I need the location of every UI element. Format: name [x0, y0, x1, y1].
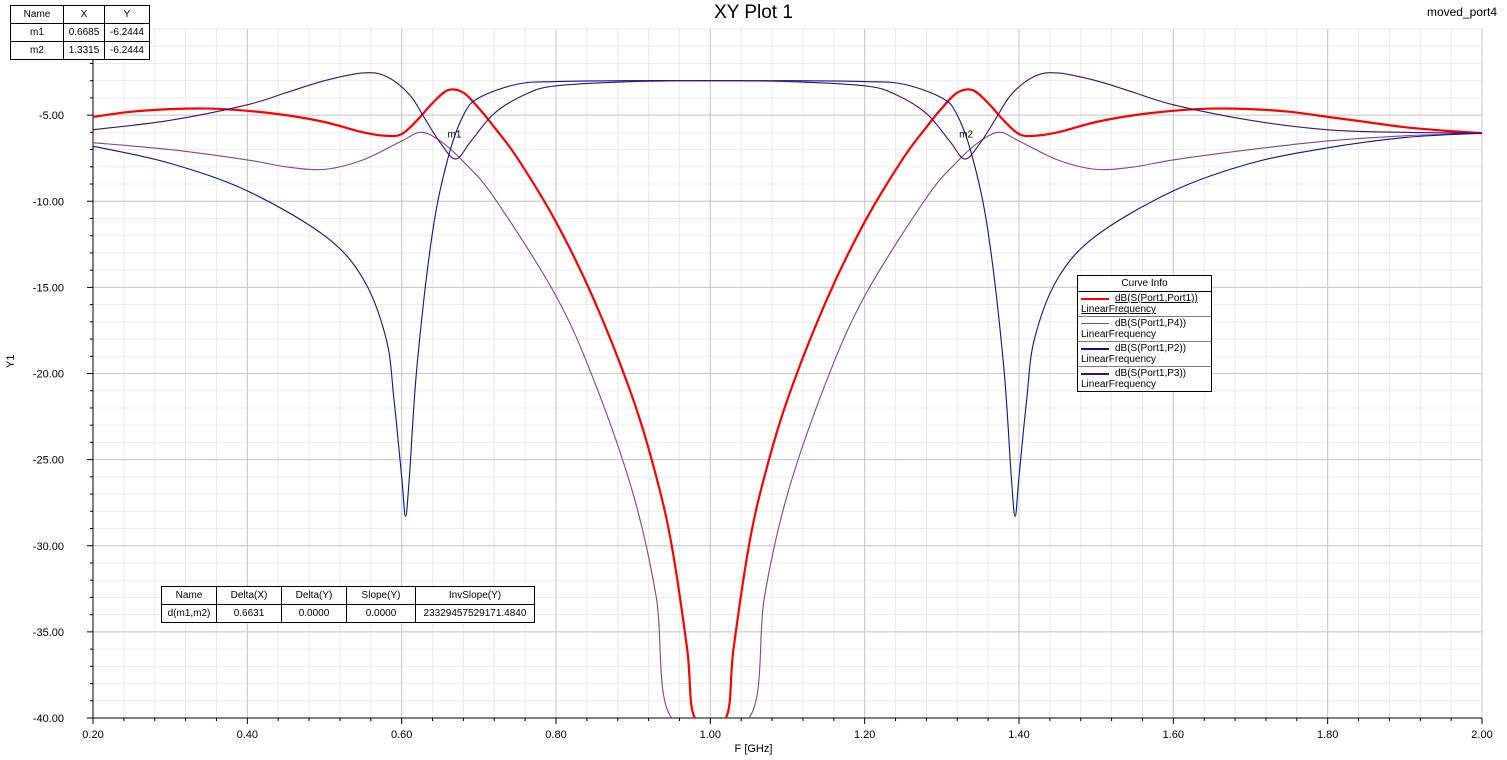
delta-x: 0.6631: [216, 604, 282, 623]
marker-name: m2: [10, 41, 64, 60]
legend-swatch: [1081, 323, 1109, 324]
plot-title: XY Plot 1: [714, 2, 793, 23]
marker-y: -6.2444: [104, 41, 150, 60]
marker-table-header: Name X Y: [10, 5, 150, 24]
delta-marker-table[interactable]: Name Delta(X) Delta(Y) Slope(Y) InvSlope…: [161, 586, 535, 623]
marker-table[interactable]: Name X Y m1 0.6685 -6.2444 m2 1.3315 -6.…: [10, 5, 150, 60]
x-tick-label: 0.20: [82, 729, 103, 741]
y-tick-label: -15.00: [33, 282, 64, 294]
marker-y: -6.2444: [104, 23, 150, 42]
x-tick-label: 1.00: [700, 729, 721, 741]
header-invslope-y: InvSlope(Y): [415, 586, 535, 605]
slope-y: 0.0000: [346, 604, 416, 623]
table-row[interactable]: m2 1.3315 -6.2444: [10, 41, 150, 60]
legend-series-name: dB(S(Port1,P2)): [1115, 343, 1187, 354]
series-line-3: [93, 80, 1482, 518]
curve-info-legend[interactable]: Curve Info dB(S(Port1,Port1)) LinearFreq…: [1077, 275, 1212, 392]
legend-series-name: dB(S(Port1,Port1)): [1115, 293, 1198, 304]
y-tick-label: -40.00: [33, 713, 64, 725]
invslope-y: 23329457529171.4840: [415, 604, 535, 623]
x-tick-label: 1.80: [1317, 729, 1338, 741]
x-tick-label: 0.80: [545, 729, 566, 741]
table-row[interactable]: m1 0.6685 -6.2444: [10, 23, 150, 42]
delta-table-header: Name Delta(X) Delta(Y) Slope(Y) InvSlope…: [161, 586, 535, 605]
header-delta-x: Delta(X): [216, 586, 282, 605]
project-name: moved_port4: [1426, 5, 1497, 19]
marker-label-m2: m2: [959, 130, 973, 141]
y-tick-label: -35.00: [33, 627, 64, 639]
y-tick-label: -30.00: [33, 541, 64, 553]
series-line-4: [93, 72, 1482, 160]
y-tick-label: -20.00: [33, 369, 64, 381]
y-tick-label: -25.00: [33, 455, 64, 467]
legend-item[interactable]: dB(S(Port1,P3)) LinearFrequency: [1078, 367, 1211, 391]
header-y: Y: [104, 5, 150, 24]
y-tick-label: -10.00: [33, 196, 64, 208]
marker-label-m1: m1: [448, 130, 462, 141]
marker-x: 1.3315: [63, 41, 105, 60]
series-line-1: [93, 88, 1482, 718]
x-tick-label: 1.20: [854, 729, 875, 741]
x-tick-label: 1.40: [1008, 729, 1029, 741]
legend-series-name: dB(S(Port1,P4)): [1115, 318, 1187, 329]
series-line-2: [93, 131, 1482, 718]
legend-sweep: LinearFrequency: [1081, 354, 1157, 365]
legend-series-name: dB(S(Port1,P3)): [1115, 368, 1187, 379]
legend-title: Curve Info: [1078, 276, 1211, 292]
legend-sweep: LinearFrequency: [1081, 304, 1157, 315]
header-name: Name: [10, 5, 64, 24]
marker-name: m1: [10, 23, 64, 42]
curves: [93, 72, 1482, 718]
marker-x: 0.6685: [63, 23, 105, 42]
legend-item[interactable]: dB(S(Port1,P2)) LinearFrequency: [1078, 342, 1211, 367]
legend-sweep: LinearFrequency: [1081, 329, 1157, 340]
x-tick-label: 0.40: [237, 729, 258, 741]
x-tick-label: 1.60: [1163, 729, 1184, 741]
axes: 0.20 0.40 0.60 0.80 1.00 1.20 1.40 1.60 1.80 2.00…: [33, 28, 1493, 741]
x-tick-label: 2.00: [1471, 729, 1492, 741]
y-tick-label: -5.00: [39, 110, 64, 122]
header-x: X: [63, 5, 105, 24]
markers: m1 m2: [448, 130, 974, 141]
table-row[interactable]: d(m1,m2) 0.6631 0.0000 0.0000 2332945752…: [161, 604, 535, 623]
y-axis-label: Y1: [5, 354, 17, 368]
legend-item[interactable]: dB(S(Port1,P4)) LinearFrequency: [1078, 317, 1211, 342]
x-tick-label: 0.60: [391, 729, 412, 741]
legend-swatch: [1081, 347, 1109, 350]
header-slope-y: Slope(Y): [346, 586, 416, 605]
delta-y: 0.0000: [281, 604, 347, 623]
legend-swatch: [1081, 372, 1109, 375]
delta-name: d(m1,m2): [161, 604, 217, 623]
legend-item[interactable]: dB(S(Port1,Port1)) LinearFrequency: [1078, 292, 1211, 317]
legend-swatch: [1081, 297, 1109, 300]
header-name: Name: [161, 586, 217, 605]
legend-sweep: LinearFrequency: [1081, 379, 1157, 390]
x-axis-label: F [GHz]: [734, 743, 773, 755]
header-delta-y: Delta(Y): [281, 586, 347, 605]
